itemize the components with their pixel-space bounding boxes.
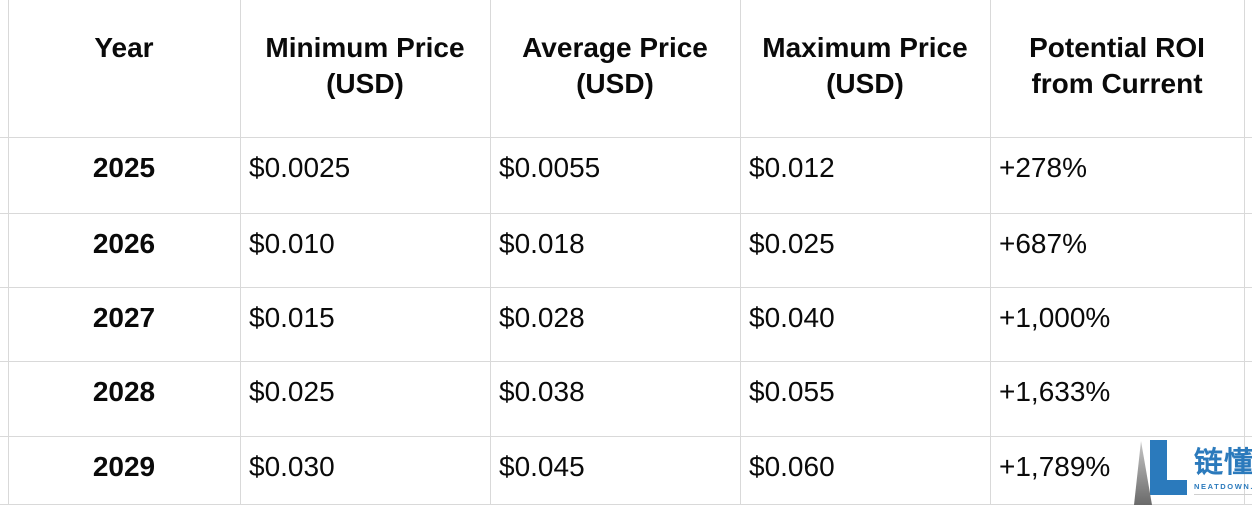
year-cell: 2025	[92, 152, 156, 183]
grid-line-vertical	[490, 0, 491, 505]
grid-line-vertical	[740, 0, 741, 505]
min-price-cell: $0.015	[249, 302, 335, 333]
table-header-row: Year Minimum Price (USD) Average Price (…	[0, 0, 1252, 138]
table-row: 2026 $0.010 $0.018 $0.025 +687%	[0, 214, 1252, 288]
avg-price-cell: $0.045	[499, 451, 585, 482]
max-price-cell: $0.055	[749, 376, 835, 407]
brand-domain: NEATDOWN.COM	[1194, 482, 1252, 491]
header-average-price: Average Price (USD)	[522, 32, 708, 99]
year-cell: 2028	[92, 376, 156, 407]
roi-cell: +1,000%	[999, 302, 1111, 333]
grid-line-vertical	[240, 0, 241, 505]
year-cell: 2027	[92, 302, 156, 333]
max-price-cell: $0.025	[749, 228, 835, 259]
min-price-cell: $0.030	[249, 451, 335, 482]
avg-price-cell: $0.038	[499, 376, 585, 407]
table-row: 2027 $0.015 $0.028 $0.040 +1,000%	[0, 288, 1252, 362]
roi-cell: +278%	[999, 152, 1087, 183]
header-potential-roi: Potential ROI from Current	[1029, 32, 1205, 99]
roi-cell: +1,789%	[999, 451, 1111, 482]
avg-price-cell: $0.0055	[499, 152, 601, 183]
avg-price-cell: $0.018	[499, 228, 585, 259]
header-year: Year	[94, 32, 154, 63]
year-cell: 2029	[92, 451, 156, 482]
table-row: 2025 $0.0025 $0.0055 $0.012 +278%	[0, 138, 1252, 214]
year-cell: 2026	[92, 228, 156, 259]
neatdown-l-icon	[1134, 440, 1187, 505]
neatdown-logo-text: 链懂 NEATDOWN.COM	[1194, 437, 1252, 495]
neatdown-logo: 链懂 NEATDOWN.COM	[1128, 437, 1252, 505]
max-price-cell: $0.040	[749, 302, 835, 333]
roi-cell: +687%	[999, 228, 1087, 259]
grid-line-vertical	[990, 0, 991, 505]
logo-underline	[1194, 494, 1252, 495]
brand-name-cn: 链懂	[1194, 447, 1252, 479]
min-price-cell: $0.0025	[249, 152, 351, 183]
table-row: 2028 $0.025 $0.038 $0.055 +1,633%	[0, 362, 1252, 437]
table-row: 2029 $0.030 $0.045 $0.060 +1,789%	[0, 437, 1252, 505]
grid-line-vertical	[1244, 0, 1245, 505]
header-maximum-price: Maximum Price (USD)	[762, 32, 968, 99]
grid-line-vertical	[8, 0, 9, 505]
max-price-cell: $0.060	[749, 451, 835, 482]
min-price-cell: $0.010	[249, 228, 335, 259]
header-minimum-price: Minimum Price (USD)	[265, 32, 465, 99]
max-price-cell: $0.012	[749, 152, 835, 183]
avg-price-cell: $0.028	[499, 302, 585, 333]
roi-cell: +1,633%	[999, 376, 1111, 407]
min-price-cell: $0.025	[249, 376, 335, 407]
